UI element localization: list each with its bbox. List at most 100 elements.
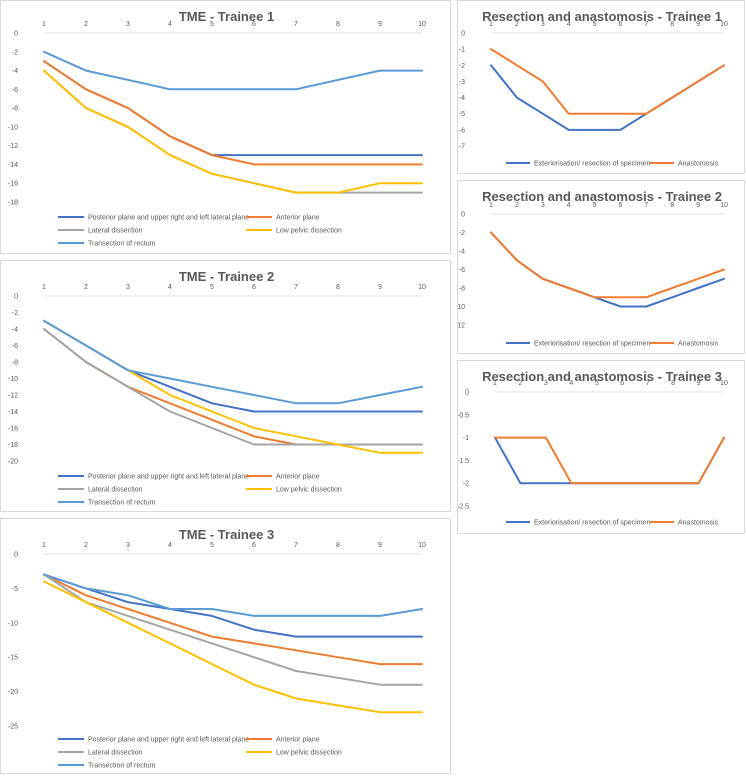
y-tick-label: -3	[459, 79, 465, 86]
series-line-4	[43, 580, 423, 714]
x-tick-label: 7	[294, 284, 298, 291]
y-tick-label: -20	[8, 459, 18, 466]
x-tick-label: 7	[644, 202, 648, 209]
series-line-5	[43, 319, 423, 405]
x-tick-label: 5	[210, 284, 214, 291]
y-tick-label: -6	[459, 127, 465, 134]
y-tick-label: -2	[12, 49, 18, 56]
y-tick-label: -18	[8, 200, 18, 207]
chart-panel-resection-trainee-3: Resection and anastomosis - Trainee 3 1 2…	[457, 360, 745, 534]
y-tick-label: -16	[8, 181, 18, 188]
y-tick-label: -0.5	[458, 412, 469, 419]
y-tick-label: -1	[459, 47, 465, 54]
series-line-2	[494, 436, 725, 485]
x-tick-label: 7	[644, 21, 648, 28]
x-tick-label: 3	[541, 21, 545, 28]
y-tick-label: -8	[12, 106, 18, 113]
chart-resection-trainee-2: Resection and anastomosis - Trainee 2 1 2…	[458, 189, 728, 348]
legend-label: Transection of rectum	[88, 500, 156, 507]
y-tick-label: -8	[12, 360, 18, 367]
x-tick-label: 2	[518, 380, 522, 387]
y-tick-label: -5	[12, 586, 18, 593]
legend-label: Low pelvic dissection	[276, 487, 342, 494]
y-tick-label: 0	[465, 390, 469, 397]
legend-label: Lateral dissection	[88, 750, 143, 757]
x-tick-label: 1	[489, 202, 493, 209]
y-tick-label: -12	[8, 143, 18, 150]
x-tick-label: 8	[336, 542, 340, 549]
series-line-5	[43, 573, 423, 617]
legend-label: Anterior plane	[276, 474, 320, 481]
legend-label: Exteriorisation/ resection of specimen	[534, 161, 650, 168]
legend-label: Low pelvic dissection	[276, 228, 342, 235]
x-tick-label: 8	[670, 202, 674, 209]
x-tick-label: 3	[126, 542, 130, 549]
y-tick-label: -1	[463, 435, 469, 442]
legend-label: Transection of rectum	[88, 763, 156, 770]
y-tick-label: -2	[459, 63, 465, 70]
chart-tme-trainee-2: TME - Trainee 2 1 2 3 4 5 6 7 8 9 10 0 -2 -4 -6 -8 -10 -…	[8, 269, 426, 507]
x-tick-label: 9	[696, 21, 700, 28]
x-tick-label: 4	[569, 380, 573, 387]
y-tick-label: -18	[8, 442, 18, 449]
x-tick-label: 6	[618, 21, 622, 28]
legend-label: Exteriorisation/ resection of specimen	[534, 341, 650, 348]
x-tick-label: 8	[670, 21, 674, 28]
x-tick-label: 8	[671, 380, 675, 387]
x-tick-label: 4	[168, 284, 172, 291]
x-tick-label: 10	[720, 21, 728, 28]
legend-label: Posterior plane and upper right and left…	[88, 215, 249, 222]
x-tick-label: 5	[210, 21, 214, 28]
y-tick-label: -6	[459, 267, 465, 274]
x-tick-label: 8	[336, 284, 340, 291]
y-tick-label: 0	[461, 31, 465, 38]
y-tick-label: 0	[14, 294, 18, 301]
chart-resection-trainee-3: Resection and anastomosis - Trainee 3 1 2…	[458, 369, 728, 527]
series-line-4	[43, 319, 423, 454]
x-tick-label: 4	[168, 21, 172, 28]
legend-label: Anastomosis	[678, 520, 719, 527]
series-line-1	[43, 60, 423, 157]
y-tick-label: -10	[8, 124, 18, 131]
legend-label: Lateral dissection	[88, 228, 143, 235]
chart-panel-tme-trainee-2: TME - Trainee 2 1 2 3 4 5 6 7 8 9 10 0 -2 -4 -6 -8 -10 -…	[0, 260, 451, 512]
legend-label: Anastomosis	[678, 341, 719, 348]
y-tick-label: -6	[12, 343, 18, 350]
y-tick-label: 0	[14, 31, 18, 38]
y-tick-label: -15	[8, 655, 18, 662]
series-line-2	[43, 573, 423, 666]
y-tick-label: -4	[459, 249, 465, 256]
series-line-5	[43, 50, 423, 91]
chart-title: Resection and anastomosis - Trainee 2	[482, 189, 722, 204]
legend-label: Lateral dissection	[88, 487, 143, 494]
y-tick-label: -12	[458, 323, 465, 330]
series-line-1	[494, 436, 725, 485]
x-tick-label: 9	[378, 542, 382, 549]
y-tick-label: -12	[8, 393, 18, 400]
x-tick-label: 3	[541, 202, 545, 209]
x-tick-label: 7	[646, 380, 650, 387]
chart-panel-tme-trainee-3: TME - Trainee 3 1 2 3 4 5 6 7 8 9 10 0 -5 -10 -15 -20 -…	[0, 518, 451, 774]
chart-tme-trainee-1: TME - Trainee 1 1 2 3 4 5 6 7 8 9 10 0 -2 -4 -6 -8 -10 -…	[8, 9, 426, 248]
x-tick-label: 2	[515, 21, 519, 28]
x-tick-label: 6	[252, 284, 256, 291]
series-line-2	[43, 60, 423, 166]
x-tick-label: 7	[294, 542, 298, 549]
x-tick-label: 3	[126, 21, 130, 28]
y-tick-label: -4	[12, 68, 18, 75]
x-tick-label: 2	[84, 21, 88, 28]
x-tick-label: 8	[336, 21, 340, 28]
y-tick-label: -20	[8, 689, 18, 696]
y-tick-label: -8	[459, 286, 465, 293]
series-line-2	[43, 328, 423, 446]
x-tick-label: 9	[697, 380, 701, 387]
x-tick-label: 1	[42, 542, 46, 549]
legend-label: Anastomosis	[678, 161, 719, 168]
series-line-1	[490, 231, 725, 308]
y-tick-label: -2	[459, 230, 465, 237]
x-tick-label: 10	[418, 284, 426, 291]
x-tick-label: 2	[515, 202, 519, 209]
y-tick-label: -1.5	[458, 458, 469, 465]
x-tick-label: 5	[593, 21, 597, 28]
x-tick-label: 2	[84, 284, 88, 291]
